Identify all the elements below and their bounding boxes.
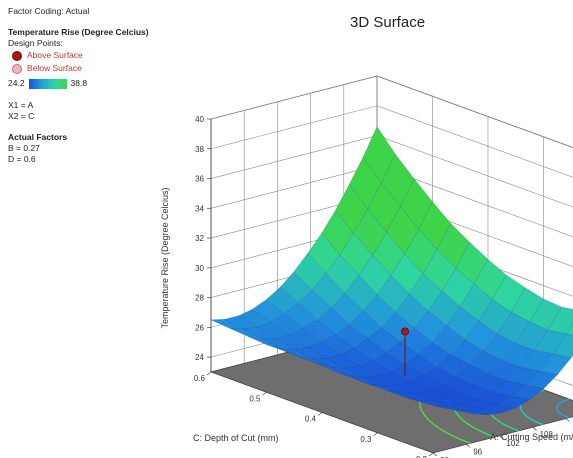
x2-assignment: X2 = C [8, 111, 35, 121]
factor-b-value: B = 0.27 [8, 143, 40, 153]
x-axis-label: A: Cutting Speed (m/min) [490, 432, 573, 442]
below-surface-label: Below Surface [27, 63, 82, 74]
color-scale: 24.2 38.8 [8, 77, 178, 90]
legend-below-surface: Below Surface [8, 62, 178, 75]
y-tick-label: 0.6 [194, 374, 206, 383]
design-point-above-surface [400, 327, 409, 336]
y-tick-mark [262, 391, 267, 396]
above-surface-label: Above Surface [27, 50, 83, 61]
z-tick-label: 38 [195, 145, 204, 154]
axis-ticks: 24262830323436384090961021081141200.20.3… [160, 115, 573, 458]
z-tick-label: 26 [195, 323, 204, 332]
info-panel: Factor Coding: Actual Temperature Rise (… [8, 6, 178, 165]
x-tick-label: 102 [506, 439, 520, 448]
y-axis-label: C: Depth of Cut (mm) [193, 433, 279, 443]
y-tick-mark [317, 412, 323, 416]
x-tick-mark [465, 444, 471, 448]
y-tick-label: 0.4 [305, 415, 317, 424]
y-tick-mark [206, 371, 212, 376]
z-tick-label: 32 [195, 234, 204, 243]
factor-d-value: D = 0.6 [8, 154, 36, 164]
color-scale-bar [28, 78, 67, 89]
z-tick-label: 34 [195, 204, 204, 213]
x-tick-label: 96 [473, 447, 482, 456]
y-tick-label: 0.3 [360, 435, 372, 444]
surface-cell [566, 323, 573, 336]
design-points-label: Design Points: [8, 38, 63, 48]
below-surface-marker-icon [12, 63, 22, 74]
x-tick-label: 90 [440, 456, 449, 458]
z-tick-label: 40 [195, 115, 204, 124]
z-tick-label: 24 [195, 353, 204, 362]
y-tick-mark [428, 452, 434, 457]
surface-cell [547, 306, 573, 335]
z-axis-label: Temperature Rise (Degree Celcius) [160, 187, 170, 328]
chart-title: 3D Surface [350, 14, 426, 31]
x-tick-mark [532, 426, 537, 431]
response-surface [210, 126, 573, 416]
legend-above-surface: Above Surface [8, 49, 178, 62]
z-tick-label: 36 [195, 175, 204, 184]
actual-factors-title: Actual Factors [8, 132, 68, 142]
z-tick-label: 30 [195, 264, 204, 273]
y-tick-mark [373, 432, 378, 437]
y-tick-label: 0.2 [416, 455, 428, 458]
color-scale-min: 24.2 [8, 78, 25, 89]
above-surface-marker-icon [12, 50, 22, 61]
x-tick-mark [565, 418, 571, 422]
factor-coding-text: Factor Coding: Actual [8, 6, 90, 16]
floor-contour [556, 398, 570, 419]
x1-assignment: X1 = A [8, 100, 34, 110]
color-scale-max: 38.8 [70, 78, 88, 89]
y-tick-label: 0.5 [249, 394, 261, 403]
x-tick-label: 108 [540, 430, 554, 439]
response-title: Temperature Rise (Degree Celcius) [8, 27, 149, 37]
x-tick-mark [432, 452, 438, 457]
z-tick-label: 28 [195, 294, 204, 303]
x-tick-mark [499, 435, 504, 440]
